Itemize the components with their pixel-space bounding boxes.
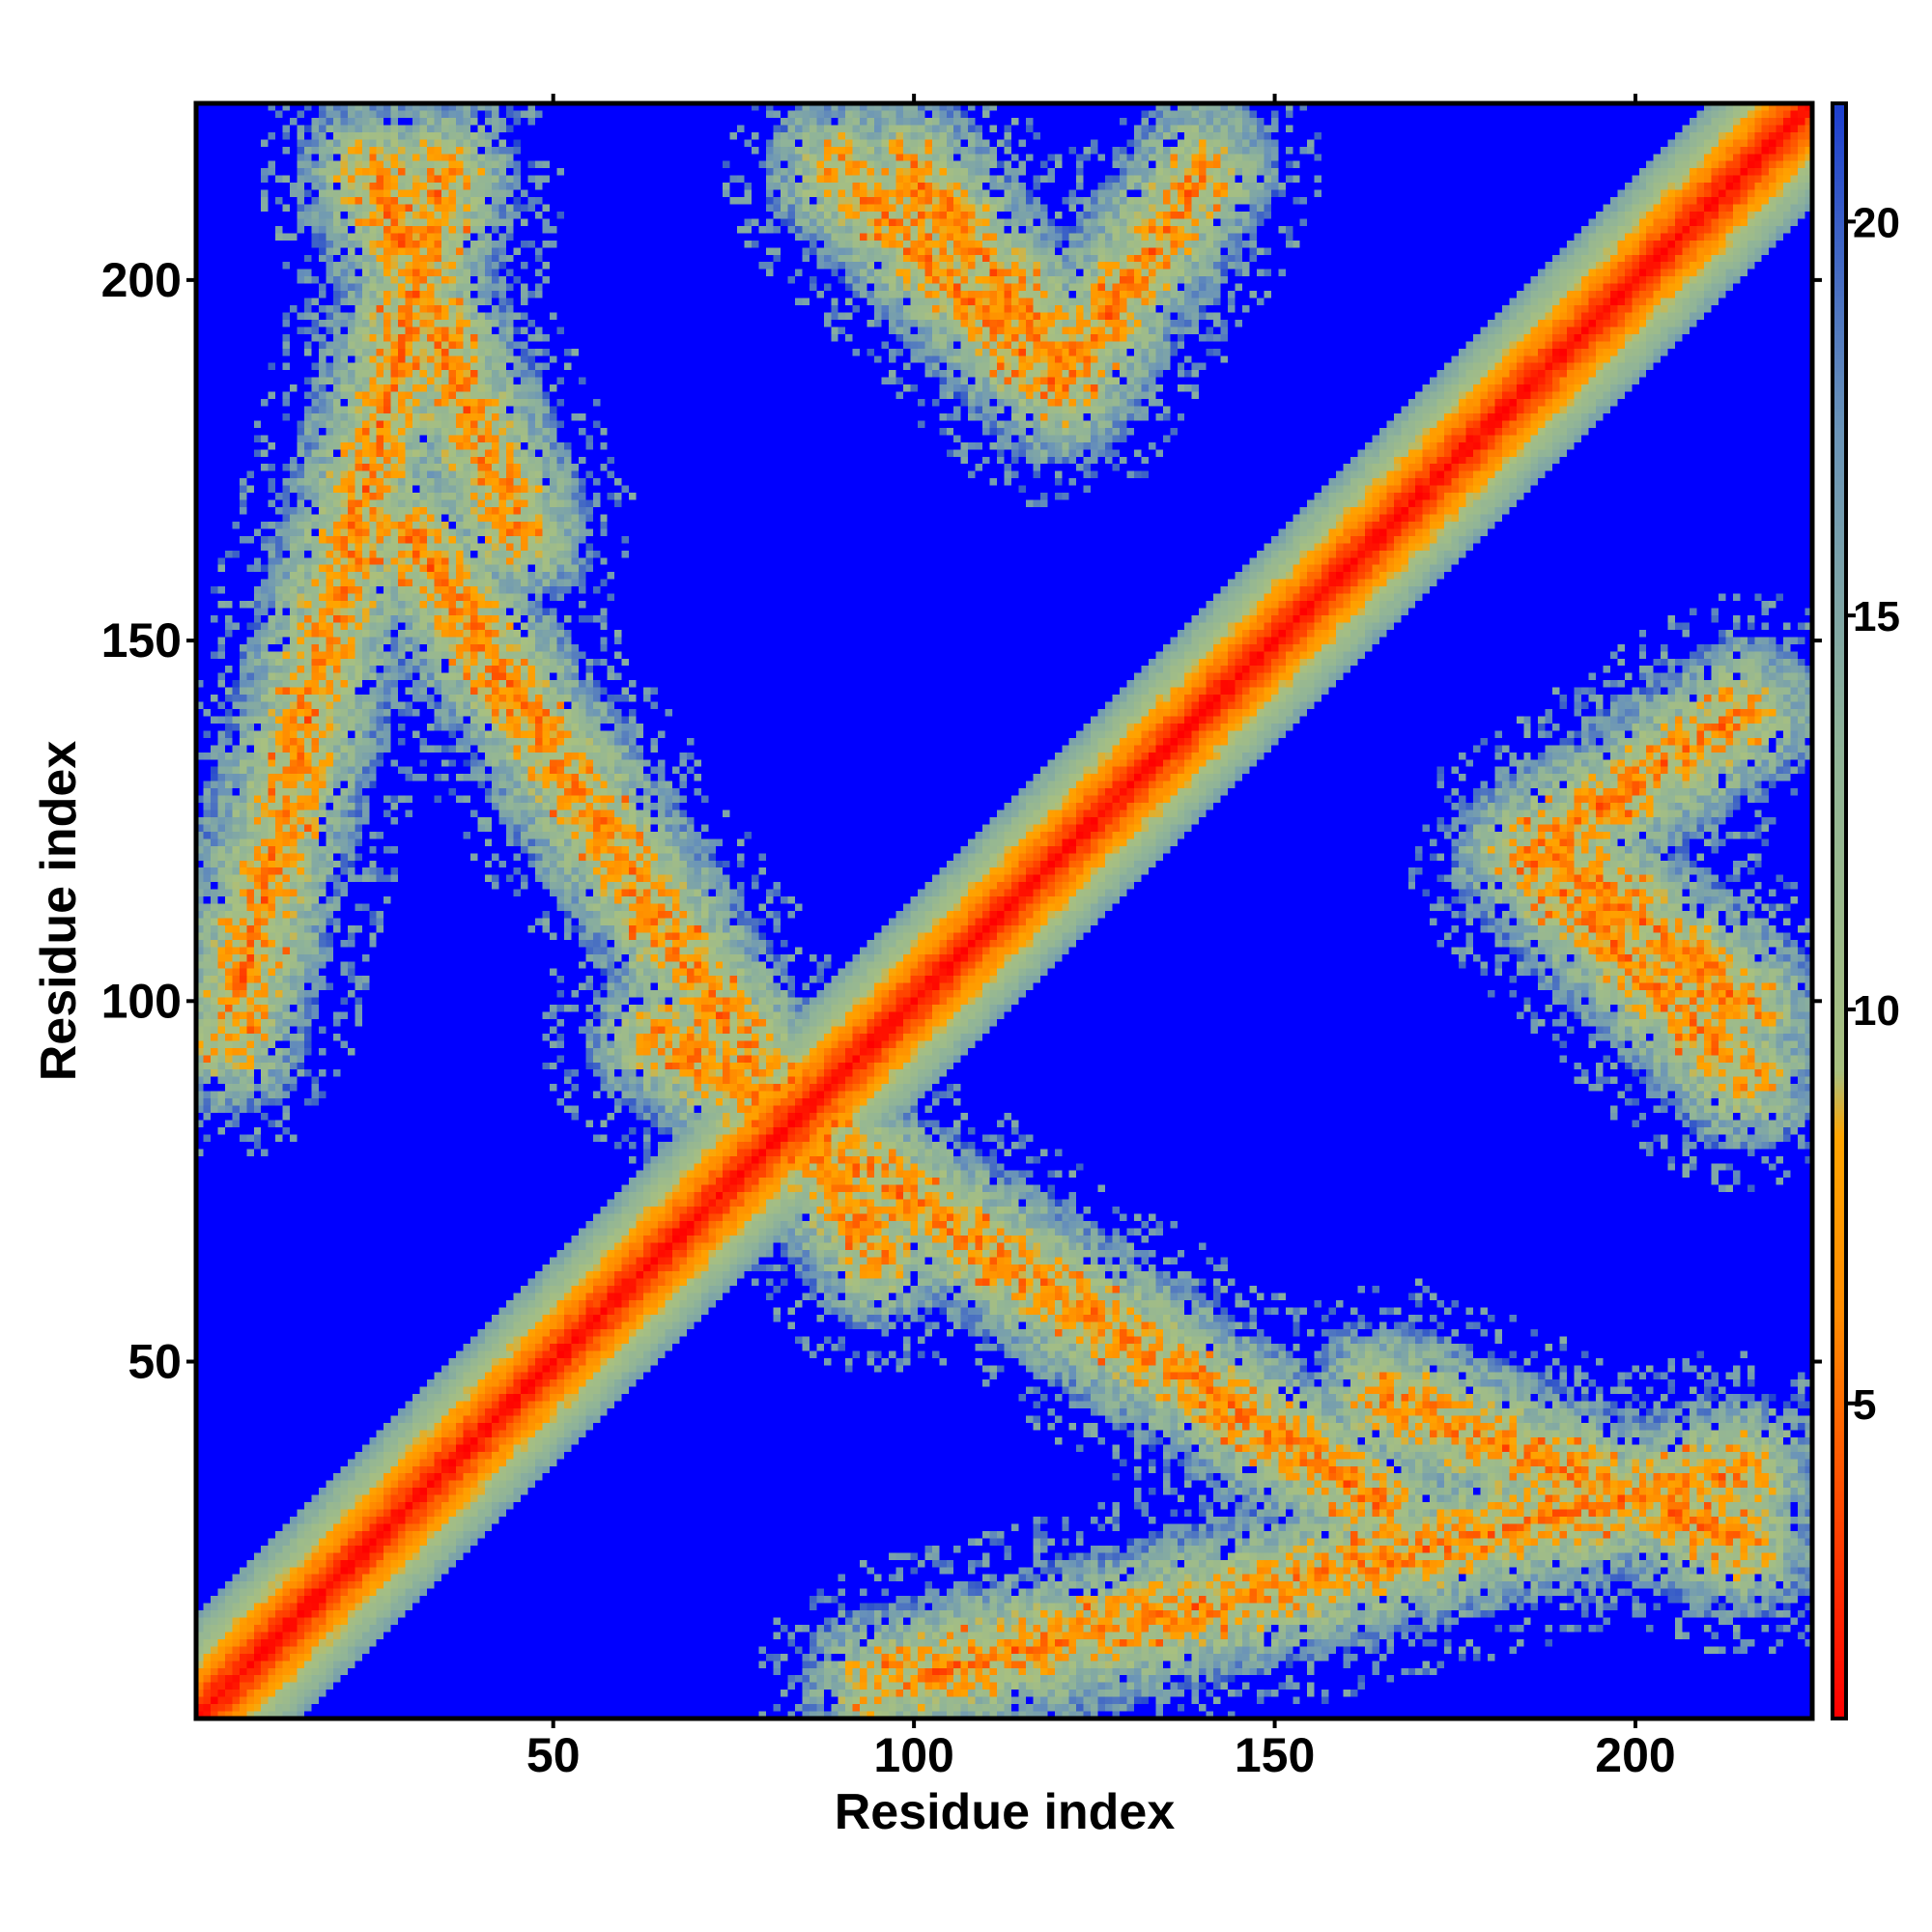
x-axis-label: Residue index: [835, 1784, 1176, 1840]
x-tick-label: 50: [526, 1728, 581, 1782]
y-tick-label: 100: [101, 974, 182, 1028]
x-axis-ticks: 50 100 150 200: [526, 94, 1676, 1782]
y-axis-ticks: 50 100 150 200: [101, 253, 1822, 1389]
colorbar-ticks: 5 10 15 20: [1846, 199, 1900, 1429]
y-tick-label: 150: [101, 613, 182, 668]
y-tick-label: 200: [101, 253, 182, 307]
x-tick-label: 150: [1235, 1728, 1315, 1782]
colorbar-tick-label: 10: [1853, 987, 1900, 1035]
x-tick-label: 200: [1595, 1728, 1675, 1782]
colorbar-frame: [1831, 101, 1848, 1720]
plot-frame: [193, 100, 1815, 1721]
x-tick-label: 100: [873, 1728, 953, 1782]
heatmap-image: [196, 103, 1812, 1719]
colorbar-tick-label: 5: [1853, 1381, 1876, 1429]
colorbar: [1833, 103, 1846, 1719]
y-axis-label: Residue index: [31, 741, 87, 1082]
colorbar-tick-label: 20: [1853, 199, 1900, 246]
y-tick-label: 50: [128, 1335, 182, 1389]
colorbar-tick-label: 15: [1853, 593, 1900, 640]
